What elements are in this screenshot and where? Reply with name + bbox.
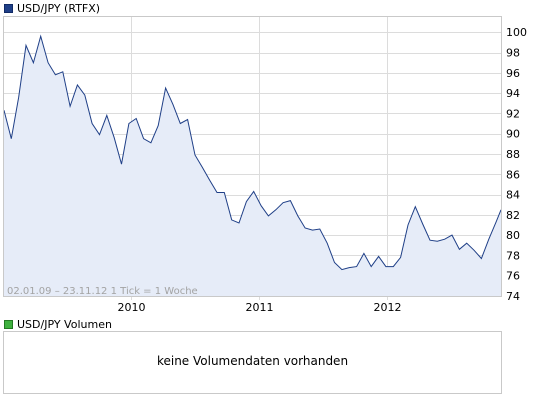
volume-panel: keine Volumendaten vorhanden bbox=[3, 331, 502, 394]
plot-frame bbox=[3, 16, 502, 297]
y-tick-label: 96 bbox=[506, 67, 520, 80]
y-tick-label: 100 bbox=[506, 26, 527, 39]
volume-legend-label: USD/JPY Volumen bbox=[17, 317, 112, 331]
y-tick-label: 92 bbox=[506, 107, 520, 120]
y-tick-label: 84 bbox=[506, 189, 520, 202]
price-legend-swatch bbox=[4, 3, 13, 13]
volume-legend: USD/JPY Volumen bbox=[4, 317, 112, 331]
y-tick-label: 98 bbox=[506, 47, 520, 60]
y-axis-labels: 74 76 78 80 82 84 86 88 90 92 94 96 98 100 bbox=[506, 26, 527, 303]
y-tick-label: 78 bbox=[506, 249, 520, 262]
price-legend-label: USD/JPY (RTFX) bbox=[17, 1, 101, 15]
y-tick-label: 80 bbox=[506, 229, 520, 242]
y-tick-label: 86 bbox=[506, 168, 520, 181]
y-tick-label: 76 bbox=[506, 270, 520, 283]
y-tick-label: 74 bbox=[506, 290, 520, 303]
x-axis-labels: 2010 2011 2012 bbox=[118, 301, 402, 314]
x-tick-label: 2011 bbox=[246, 301, 274, 314]
price-line bbox=[3, 34, 502, 271]
volume-legend-swatch bbox=[4, 319, 13, 329]
y-tick-label: 82 bbox=[506, 209, 520, 222]
x-tick-label: 2010 bbox=[118, 301, 146, 314]
price-area bbox=[4, 36, 501, 297]
x-tick-label: 2012 bbox=[374, 301, 402, 314]
y-tick-label: 88 bbox=[506, 148, 520, 161]
volume-empty-message: keine Volumendaten vorhanden bbox=[156, 354, 349, 368]
y-tick-label: 90 bbox=[506, 128, 520, 141]
chart-footnote: 02.01.09 – 23.11.12 1 Tick = 1 Woche bbox=[7, 286, 198, 297]
y-tick-label: 94 bbox=[506, 87, 520, 100]
price-legend: USD/JPY (RTFX) bbox=[4, 1, 100, 15]
